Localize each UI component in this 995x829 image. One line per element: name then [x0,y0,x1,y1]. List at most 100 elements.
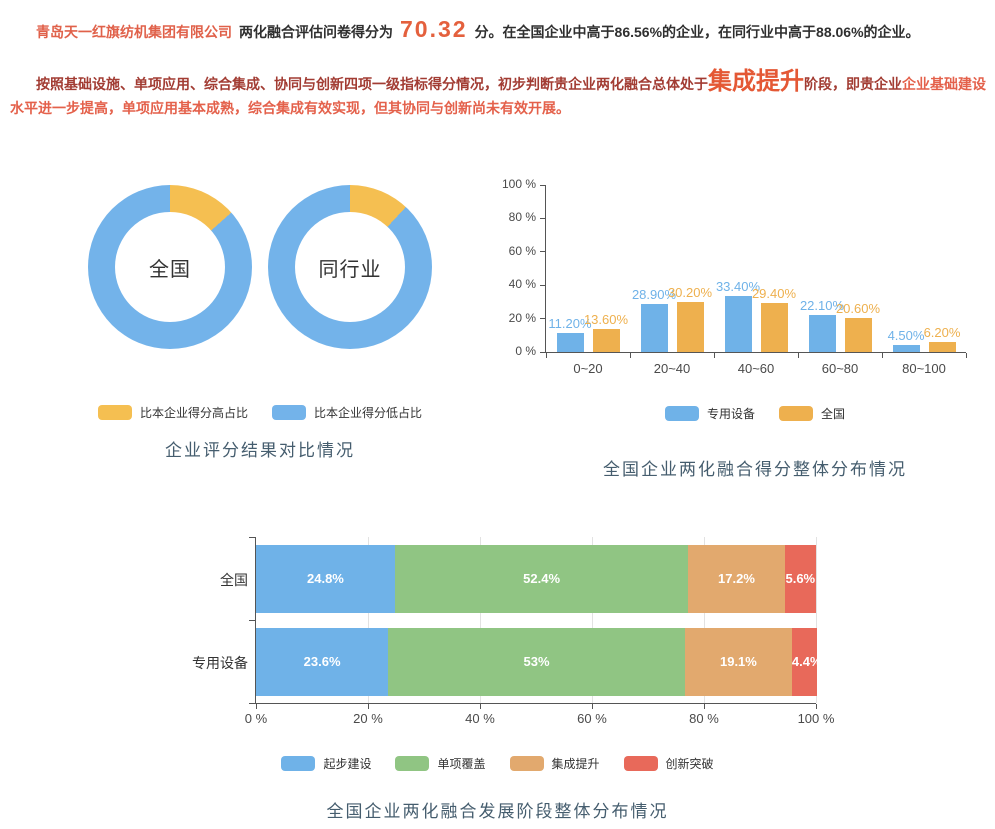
bar-value-label: 20.60% [835,300,881,316]
score-comparison-section: 全国 同行业 比本企业得分高占比 比本企业得分低占比 企业评分结果对比情况 [60,183,460,473]
legend-label: 创新突破 [665,757,714,771]
summary-lead: 两化融合评估问卷得分为 [239,24,393,40]
x-axis-tick [629,353,631,358]
summary-paragraph: 青岛天一红旗纺机集团有限公司 两化融合评估问卷得分为 70.32 分。在全国企业中高于… [10,16,988,45]
grid-line [367,537,369,703]
donut-center-label-national: 全国 [149,258,191,281]
legend-item[interactable]: 专用设备 [664,405,755,422]
donut-chart-national[interactable]: 全国 [88,185,252,349]
stacked-bar-plot: 0 % 20 % 40 % 60 % 80 % 100 % 全国 24.8% 52.4% 17.2… [192,536,834,726]
segment-起步建设[interactable] [256,545,395,613]
stacked-chart-title: 全国企业两化融合发展阶段整体分布情况 [326,802,669,821]
donut-hole: 同行业 [295,212,405,322]
bar-chart-title: 全国企业两化融合得分整体分布情况 [603,460,907,479]
x-axis-category-label: 80~100 [902,361,946,376]
segment-value-label: 53% [523,654,550,669]
y-axis-tick-label: 20 % [508,310,536,325]
segment-value-label: 5.6% [785,571,816,586]
segment-单项覆盖[interactable] [394,545,689,613]
company-name: 青岛天一红旗纺机集团有限公司 [36,24,232,40]
x-axis-tick [545,353,547,358]
x-axis-category-label: 40~60 [737,361,775,376]
y-axis-tick [249,702,255,704]
bar-value-label: 29.40% [751,285,797,301]
y-axis-tick-label: 100 % [501,177,536,191]
grid-line [591,537,593,703]
y-axis-tick [540,351,545,353]
segment-value-label: 23.6% [303,654,341,669]
x-axis-tick-label: 100 % [797,711,835,726]
overall-score: 70.32 [400,16,468,42]
bar-全国[interactable] [760,302,788,352]
x-axis-tick [797,353,799,358]
x-axis-tick-label: 20 % [353,711,383,726]
segment-创新突破[interactable] [784,545,816,613]
bar-value-label: 4.50% [887,327,925,343]
legend-item[interactable]: 创新突破 [623,755,714,772]
legend-swatch-icon [272,405,306,420]
legend-label: 比本企业得分低占比 [314,406,423,420]
legend-swatch-icon [395,756,430,771]
grouped-bar-plot: 0 % 20 % 40 % 60 % 80 % 100 % 0~20 20~40 40~60 60… [502,177,967,376]
grid-line [703,537,705,703]
donut-chart-industry[interactable]: 同行业 [268,185,432,349]
legend-item[interactable]: 比本企业得分低占比 [272,404,422,421]
legend-swatch-icon [779,406,813,421]
segment-创新突破[interactable] [791,628,817,696]
x-axis-tick-label: 0 % [244,711,268,726]
legend-swatch-icon [664,406,699,421]
bar-value-label: 6.20% [923,324,961,340]
donut-chart-title: 企业评分结果对比情况 [165,441,355,460]
stage-distribution-section: 0 % 20 % 40 % 60 % 80 % 100 % 全国 24.8% 52.4% 17.2… [0,530,995,829]
y-axis-tick [540,318,545,320]
segment-value-label: 17.2% [718,571,755,586]
segment-集成提升[interactable] [688,545,785,613]
bar-专用设备[interactable] [556,333,584,352]
bar-专用设备[interactable] [724,296,752,352]
segment-起步建设[interactable] [256,628,389,696]
bar-专用设备[interactable] [808,315,836,352]
category-label: 专用设备 [192,655,248,671]
segment-value-label: 24.8% [307,571,344,586]
bar-全国[interactable] [844,317,872,352]
legend-item[interactable]: 比本企业得分高占比 [97,404,248,421]
legend-item[interactable]: 起步建设 [281,755,371,772]
x-axis-tick [591,704,593,709]
legend-swatch-icon [97,405,132,420]
bar-全国[interactable] [676,301,704,352]
x-axis-tick-label: 40 % [465,711,495,726]
grid-line [815,537,817,703]
bar-全国[interactable] [592,329,620,352]
bar-legend: 专用设备 全国 [545,405,965,422]
donut-center-label-industry: 同行业 [318,258,382,281]
x-axis-category-label: 60~80 [821,361,859,376]
legend-swatch-icon [281,756,316,771]
y-axis-tick [540,251,545,253]
x-axis-tick [367,704,369,709]
legend-item[interactable]: 全国 [779,405,845,422]
legend-item[interactable]: 集成提升 [509,755,600,772]
segment-value-label: 4.4% [791,654,822,669]
y-axis-tick [540,217,545,219]
segment-value-label: 19.1% [719,654,757,669]
bar-专用设备[interactable] [640,303,668,352]
legend-item[interactable]: 单项覆盖 [395,755,486,772]
x-axis-tick [881,353,883,358]
bar-专用设备[interactable] [892,344,920,352]
bar-value-label: 33.40% [715,279,761,295]
x-axis-tick [713,353,715,358]
x-axis-tick [479,704,481,709]
segment-集成提升[interactable] [684,628,792,696]
x-axis-category-label: 0~20 [573,361,603,376]
segment-单项覆盖[interactable] [388,628,685,696]
legend-label: 起步建设 [323,757,372,771]
summary-tail: 分。在全国企业中高于86.56%的企业，在同行业中高于88.06%的企业。 [474,24,920,40]
legend-label: 单项覆盖 [437,757,486,771]
assessment-paragraph: 按照基础设施、单项应用、综合集成、协同与创新四项一级指标得分情况，初步判断贵企业… [10,70,988,120]
bar-value-label: 28.90% [631,286,677,302]
bar-全国[interactable] [928,341,956,352]
bar-value-label: 22.10% [799,298,845,314]
legend-swatch-icon [509,756,544,771]
y-axis-tick [540,184,545,186]
